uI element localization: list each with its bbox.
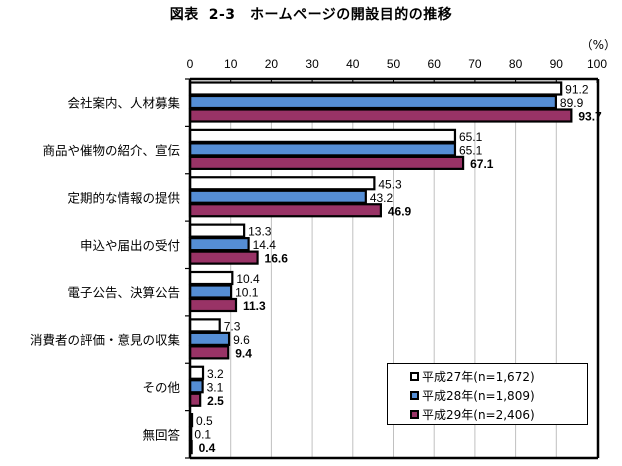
category-label: 電子公告、決算公告	[67, 285, 180, 300]
value-label: 65.1	[459, 130, 483, 144]
chart-title: 図表 2-3 ホームページの開設目的の推移	[0, 4, 622, 24]
value-label: 43.2	[370, 191, 394, 205]
category-label: 商品や催物の紹介、宣伝	[42, 143, 180, 158]
x-tick-label: 0	[187, 57, 194, 71]
bar	[188, 189, 367, 204]
value-label: 89.9	[560, 96, 584, 110]
legend-swatch-h27	[410, 372, 419, 381]
value-label: 10.1	[235, 286, 259, 300]
category-label: その他	[142, 380, 180, 395]
legend-item: 平成27年(n=1,672)	[410, 367, 587, 386]
value-label: 9.6	[233, 333, 250, 347]
legend-swatch-h29	[410, 410, 419, 419]
bar	[188, 237, 250, 252]
legend-item: 平成28年(n=1,809)	[410, 386, 587, 405]
x-tick-label: 50	[387, 57, 401, 71]
value-label: 10.4	[236, 272, 260, 286]
x-tick-label: 80	[509, 57, 523, 71]
value-label: 65.1	[459, 143, 483, 157]
value-label: 7.3	[224, 319, 241, 333]
x-tick-label: 90	[550, 57, 564, 71]
bar	[188, 365, 205, 380]
chart-title-prefix: 図表	[169, 7, 199, 23]
bar	[188, 284, 233, 299]
legend-label: 平成27年(n=1,672)	[422, 370, 535, 384]
value-label: 0.4	[199, 441, 216, 455]
x-tick-label: 10	[224, 57, 238, 71]
category-label: 消費者の評価・意見の収集	[30, 333, 181, 348]
bar	[188, 155, 465, 170]
x-tick-label: 20	[265, 57, 279, 71]
value-label: 2.5	[207, 394, 224, 408]
value-label: 46.9	[388, 204, 412, 218]
value-label: 14.4	[253, 238, 277, 252]
x-tick-label: 40	[346, 57, 360, 71]
legend-swatch-h28	[410, 391, 419, 400]
x-tick-label: 100	[587, 57, 607, 71]
value-label: 45.3	[378, 177, 402, 191]
value-label: 93.7	[578, 110, 602, 124]
category-label: 無回答	[142, 427, 180, 442]
x-tick-label: 70	[468, 57, 482, 71]
bar	[188, 81, 563, 96]
value-label: 11.3	[243, 299, 266, 313]
bar	[188, 94, 557, 110]
category-label: 定期的な情報の提供	[67, 190, 180, 205]
bar	[188, 203, 382, 218]
value-label: 0.5	[196, 414, 213, 428]
bar	[188, 128, 457, 143]
bar	[188, 270, 234, 286]
value-label: 9.4	[235, 346, 252, 360]
legend: 平成27年(n=1,672) 平成28年(n=1,809) 平成29年(n=2,…	[387, 363, 588, 425]
bar	[188, 297, 238, 313]
legend-label: 平成28年(n=1,809)	[422, 389, 535, 403]
value-label: 0.1	[194, 428, 211, 442]
value-label: 67.1	[470, 157, 494, 171]
bar	[188, 392, 202, 407]
unit-label: （%）	[580, 38, 616, 52]
chart-title-text: 2-3 ホームページの開設目的の推移	[208, 7, 453, 23]
category-label: 会社案内、人材募集	[67, 96, 180, 111]
bar	[188, 250, 259, 265]
bar	[188, 223, 246, 238]
bar	[188, 379, 204, 394]
x-tick-label: 60	[428, 57, 442, 71]
bar	[188, 318, 221, 333]
value-label: 16.6	[265, 252, 289, 266]
legend-item: 平成29年(n=2,406)	[410, 405, 587, 424]
bar	[188, 345, 230, 360]
value-label: 13.3	[248, 225, 272, 239]
value-label: 3.2	[207, 367, 224, 381]
bar	[188, 331, 231, 346]
x-tick-label: 30	[305, 57, 319, 71]
bar	[188, 142, 457, 157]
value-label: 3.1	[207, 380, 224, 394]
category-label: 申込や届出の受付	[80, 238, 180, 253]
bar	[188, 108, 573, 123]
legend-label: 平成29年(n=2,406)	[422, 408, 535, 422]
bar	[188, 176, 376, 191]
value-label: 91.2	[565, 83, 589, 97]
